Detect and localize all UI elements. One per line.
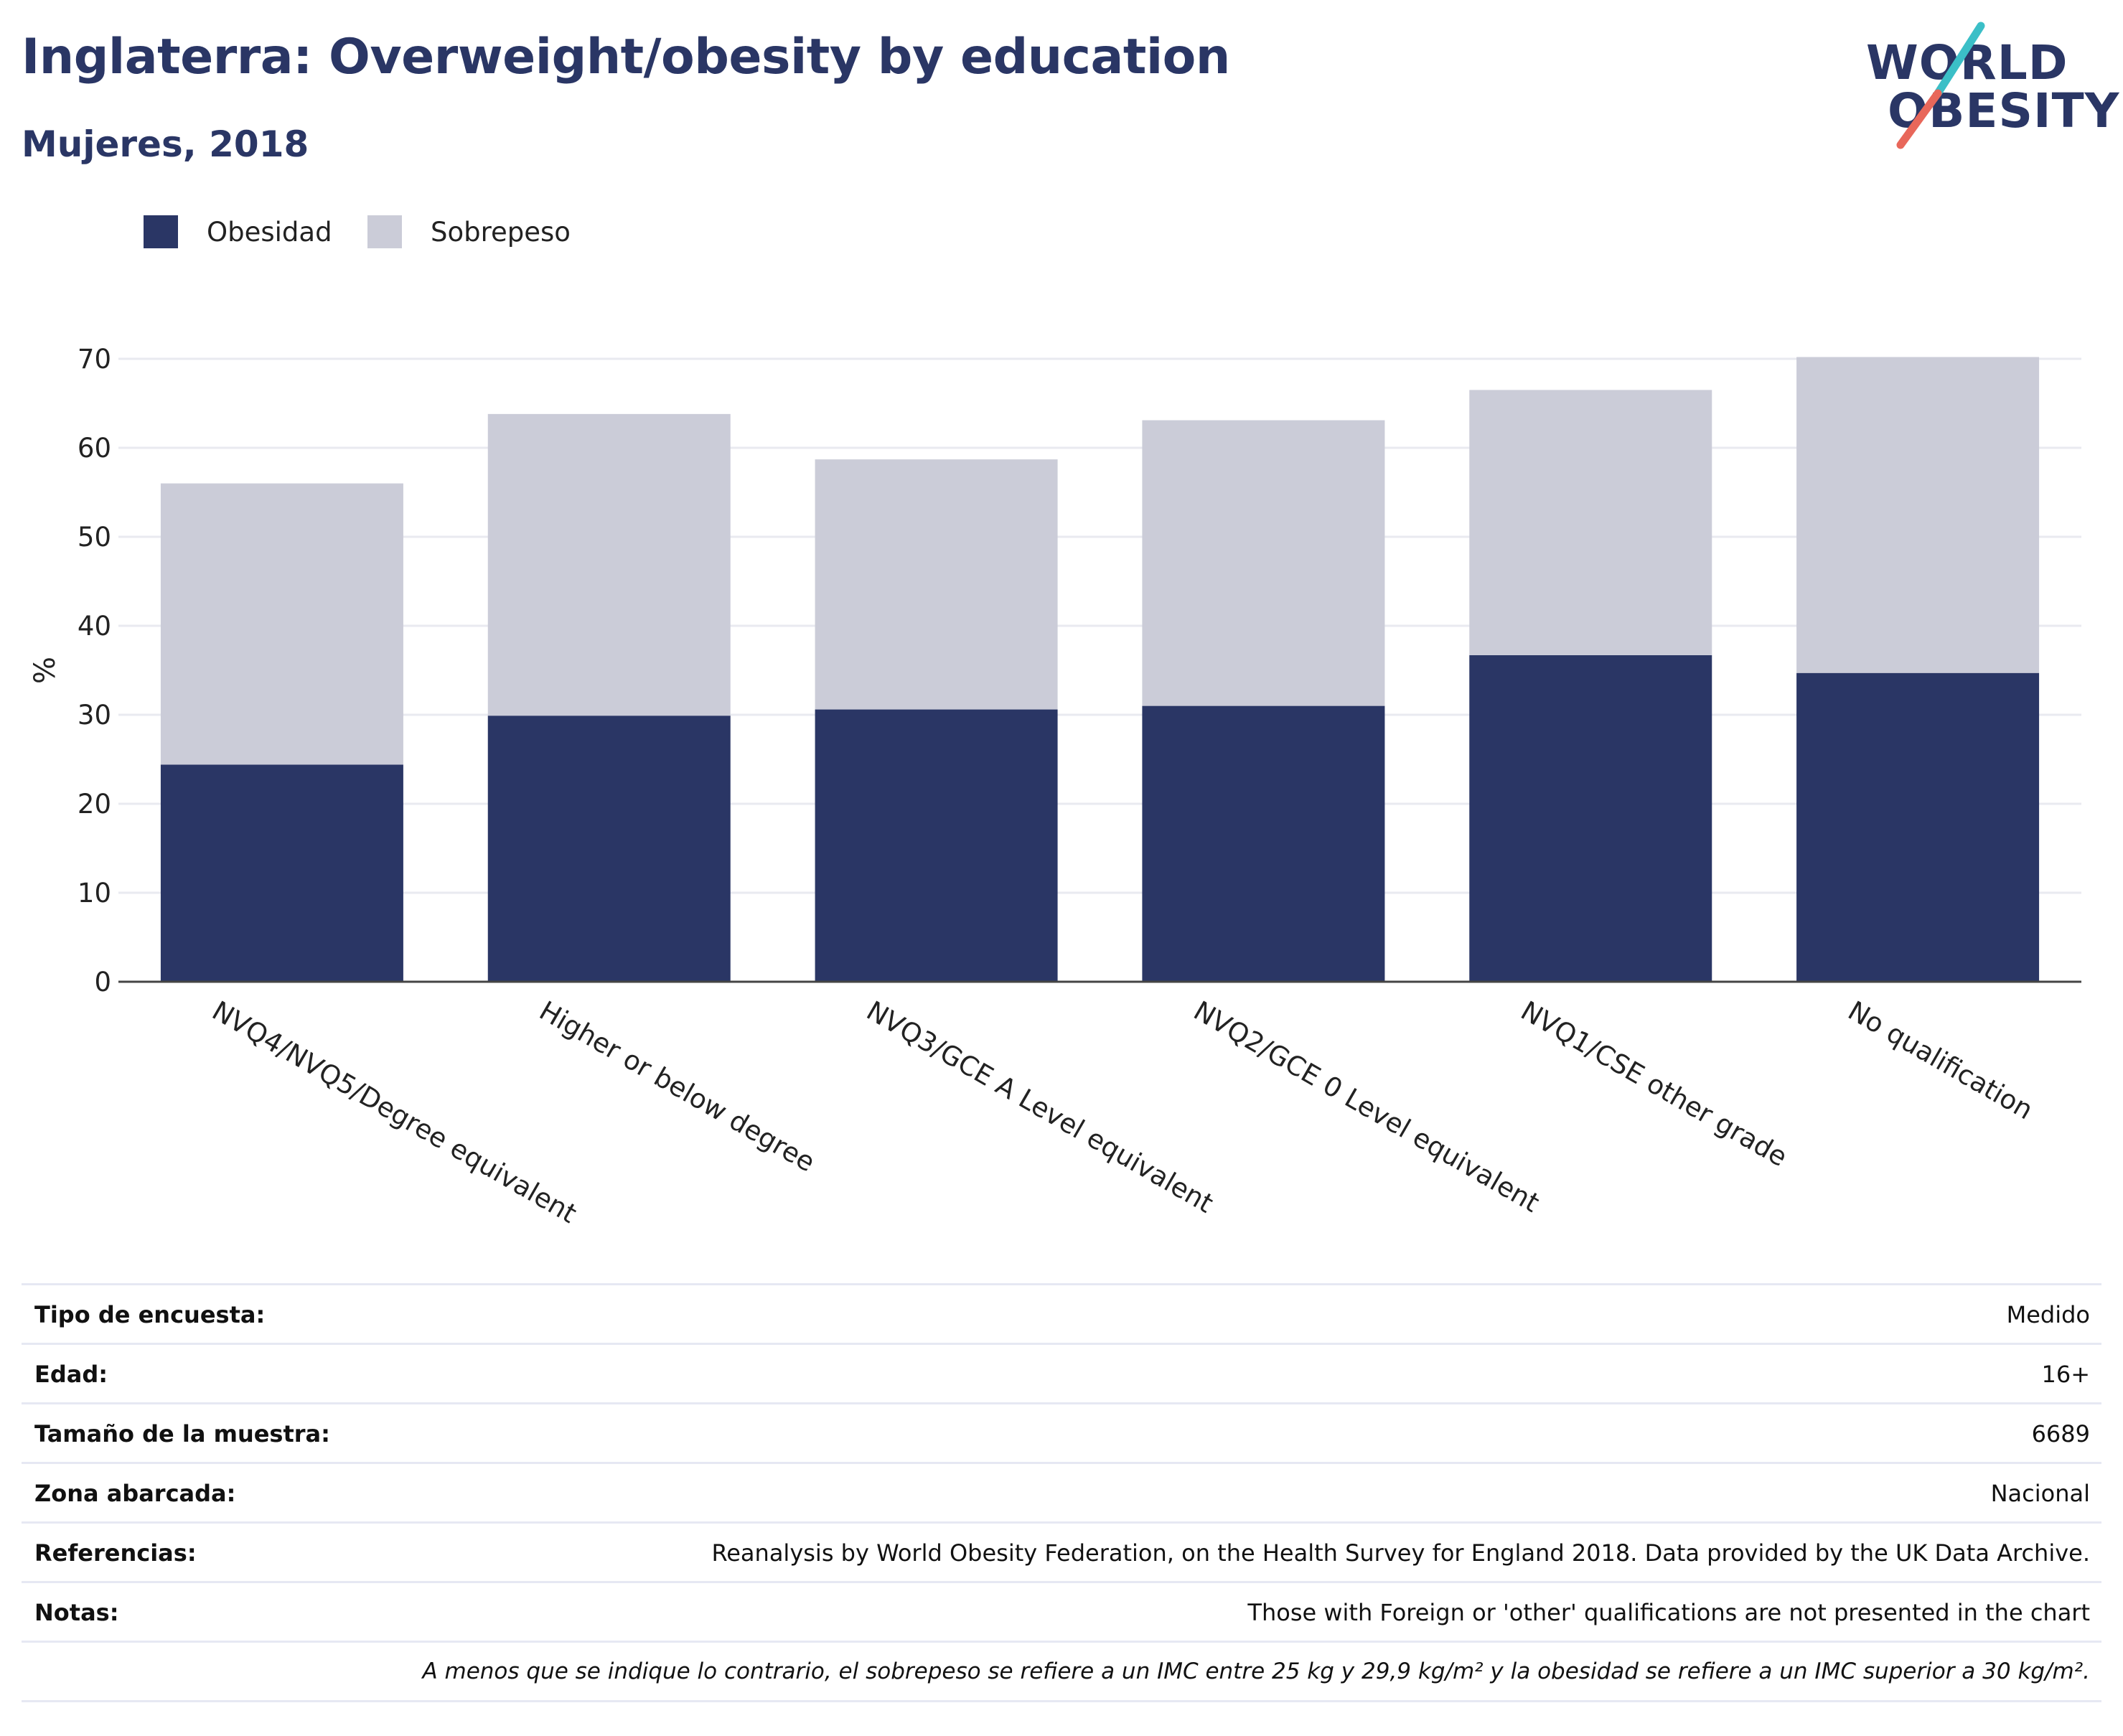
meta-row-coverage: Zona abarcada: Nacional [22, 1464, 2101, 1524]
bar-obesity [160, 764, 403, 982]
meta-key: Edad: [34, 1361, 108, 1388]
world-obesity-logo: WORLD OBESITY [1866, 22, 2119, 151]
y-tick-label: 40 [78, 611, 111, 642]
y-tick-label: 70 [78, 344, 111, 375]
x-tick-label: NVQ2/GCE 0 Level equivalent [1189, 995, 1545, 1219]
meta-value: Nacional [1990, 1480, 2090, 1507]
legend-swatch-overweight [367, 215, 402, 248]
meta-key: Notas: [34, 1599, 119, 1626]
stacked-bar-chart: 0 10 20 30 40 50 60 70% NVQ4/NVQ5/Degree equival… [29, 344, 2081, 1229]
bar-overweight [1796, 357, 2040, 673]
bar-obesity [1796, 672, 2040, 982]
meta-value: 16+ [2041, 1361, 2090, 1388]
bar-obesity [487, 715, 731, 982]
y-tick-label: 30 [78, 700, 111, 731]
x-tick-label: NVQ3/GCE A Level equivalent [861, 995, 1219, 1219]
meta-row-notes: Notas: Those with Foreign or 'other' qua… [22, 1583, 2101, 1643]
y-tick-label: 60 [78, 433, 111, 464]
meta-value: Those with Foreign or 'other' qualificat… [1247, 1599, 2090, 1626]
bar-obesity [815, 709, 1058, 982]
x-tick-label: NVQ4/NVQ5/Degree equivalent [207, 995, 581, 1229]
legend-label-obesity: Obesidad [207, 217, 332, 248]
logo-slash-icon [1896, 22, 1985, 149]
y-tick-label: 10 [78, 878, 111, 909]
meta-key: Tipo de encuesta: [34, 1301, 266, 1328]
meta-value: 6689 [2031, 1420, 2090, 1448]
meta-key: Referencias: [34, 1539, 197, 1567]
x-tick-label: NVQ1/CSE other grade [1516, 995, 1793, 1173]
legend-swatch-obesity [144, 215, 178, 248]
meta-key: Zona abarcada: [34, 1480, 236, 1507]
x-tick-label: No qualification [1843, 995, 2038, 1126]
y-tick-label: 0 [94, 967, 111, 998]
meta-row-age: Edad: 16+ [22, 1345, 2101, 1404]
y-tick-label: 20 [78, 789, 111, 820]
meta-value: Reanalysis by World Obesity Federation, … [711, 1539, 2090, 1567]
metadata-table: Tipo de encuesta: Medido Edad: 16+ Tamañ… [22, 1283, 2101, 1702]
bar-overweight [1469, 390, 1712, 655]
meta-value: Medido [2006, 1301, 2090, 1328]
footnote: A menos que se indique lo contrario, el … [422, 1658, 2090, 1684]
meta-row-references: Referencias: Reanalysis by World Obesity… [22, 1524, 2101, 1583]
y-axis-label: % [29, 657, 62, 684]
meta-row-survey-type: Tipo de encuesta: Medido [22, 1285, 2101, 1345]
page-subtitle: Mujeres, 2018 [22, 123, 309, 165]
y-tick-label: 50 [78, 522, 111, 553]
bar-overweight [1142, 420, 1385, 706]
x-tick-label: Higher or below degree [534, 995, 820, 1178]
page-title: Inglaterra: Overweight/obesity by educat… [22, 29, 1230, 85]
bar-overweight [487, 413, 731, 716]
meta-key: Tamaño de la muestra: [34, 1420, 330, 1448]
legend-label-overweight: Sobrepeso [431, 217, 571, 248]
meta-row-sample-size: Tamaño de la muestra: 6689 [22, 1404, 2101, 1464]
meta-row-footnote: A menos que se indique lo contrario, el … [22, 1643, 2101, 1702]
bar-obesity [1142, 705, 1385, 982]
bar-overweight [815, 459, 1058, 710]
bar-overweight [160, 483, 403, 765]
bar-obesity [1469, 654, 1712, 982]
